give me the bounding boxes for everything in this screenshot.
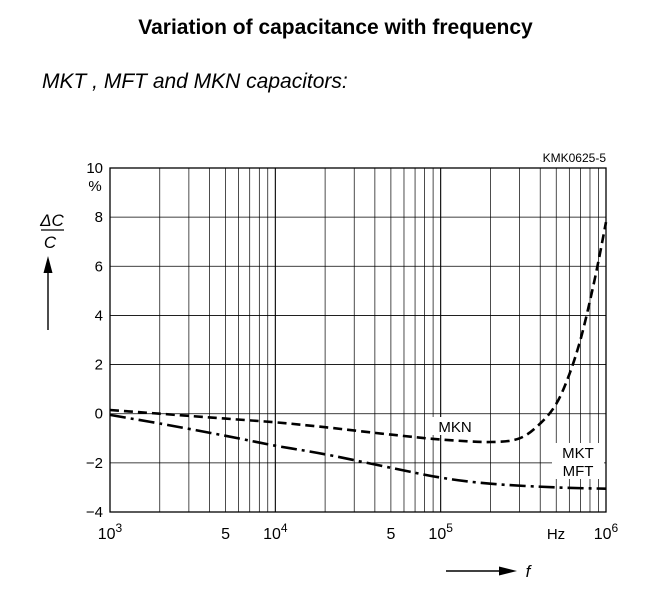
series-labels: MKN MKT MFT	[425, 417, 604, 480]
series-label-bg	[425, 417, 477, 435]
x-tick-label: 104	[263, 521, 288, 543]
x-tick-label: 106	[594, 521, 619, 543]
y-tick-label: 2	[95, 357, 103, 374]
y-tick-label: 4	[95, 307, 103, 324]
series-label-text: MKN	[438, 419, 471, 436]
series-line-mkt-mft	[109, 413, 607, 490]
x-unit: Hz	[547, 526, 565, 543]
x-tick-label: 5	[221, 526, 230, 543]
x-tick-label: 5	[386, 526, 395, 543]
x-tick-label: 105	[428, 521, 453, 543]
series-line-mkn	[109, 221, 608, 444]
grid	[110, 168, 606, 512]
y-tick-label: 0	[95, 406, 103, 423]
plot-frame	[109, 167, 607, 513]
series-label: MKT MFT	[552, 443, 604, 480]
y-arrow-head	[43, 256, 53, 273]
y-unit: %	[88, 178, 101, 195]
series-label-bg	[552, 461, 604, 479]
series-label: MKN	[425, 417, 477, 436]
y-tick-label: 6	[95, 258, 103, 275]
series-label-bg	[552, 443, 604, 461]
y-tick-label: 8	[95, 209, 103, 226]
x-tick-label: 103	[98, 521, 123, 543]
page-subtitle: MKT , MFT and MKN capacitors:	[42, 70, 348, 93]
page-title: Variation of capacitance with frequency	[138, 16, 533, 39]
series-layer	[109, 221, 608, 490]
y-tick-labels: 10 8 6 4 2 0 −2 −4	[86, 160, 103, 521]
ylabel-denominator: C	[44, 233, 57, 252]
y-tick-label: 10	[86, 160, 103, 177]
y-tick-label: −4	[86, 504, 103, 521]
ylabel-numerator: ΔC	[39, 211, 64, 230]
x-axis-label: f	[526, 562, 533, 581]
figure-code: KMK0625-5	[543, 151, 607, 165]
x-arrow-head	[499, 566, 517, 576]
x-tick-labels: 103 5 104 5 105 106	[98, 521, 619, 543]
y-tick-label: −2	[86, 455, 103, 472]
series-label-text: MKT MFT	[562, 445, 594, 480]
